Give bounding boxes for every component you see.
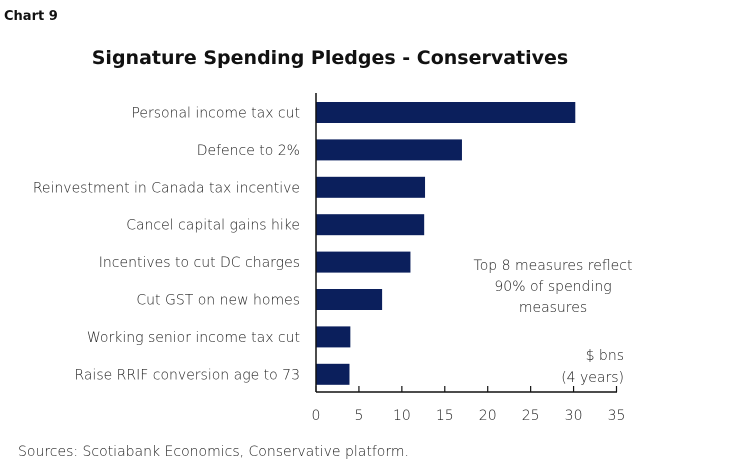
category-label: Raise RRIF conversion age to 73 [74, 367, 300, 383]
category-label: Defence to 2% [197, 143, 300, 159]
bar [316, 102, 576, 123]
x-tick-label: 5 [354, 408, 363, 424]
category-label: Incentives to cut DC charges [99, 255, 300, 271]
annotation-line-2: 90% of spending [494, 279, 611, 295]
category-label: Working senior income tax cut [87, 330, 300, 346]
unit-label-1: $ bns [586, 348, 624, 364]
bar [316, 251, 411, 273]
x-tick-label: 15 [436, 408, 454, 424]
x-tick-label: 0 [312, 408, 321, 424]
annotation-line-1: Top 8 measures reflect [474, 258, 633, 274]
chart-title: Signature Spending Pledges - Conservativ… [92, 47, 568, 69]
bar [316, 326, 351, 348]
annotation-line-3: measures [519, 300, 587, 316]
x-tick-label: 20 [479, 408, 497, 424]
x-tick-label: 10 [393, 408, 411, 424]
unit-label-2: (4 years) [561, 370, 624, 386]
bar [316, 363, 350, 385]
x-tick-label: 30 [565, 408, 583, 424]
bar [316, 176, 426, 198]
category-label: Cancel capital gains hike [126, 218, 300, 234]
category-label: Cut GST on new homes [136, 293, 300, 309]
bar [316, 214, 425, 236]
category-label: Reinvestment in Canada tax incentive [33, 180, 300, 196]
category-label: Personal income tax cut [131, 106, 300, 122]
bar [316, 139, 462, 161]
x-tick-label: 35 [608, 408, 626, 424]
source-note: Sources: Scotiabank Economics, Conservat… [18, 444, 409, 460]
chart-number: Chart 9 [4, 9, 58, 24]
x-tick-label: 25 [522, 408, 540, 424]
bar [316, 289, 383, 310]
